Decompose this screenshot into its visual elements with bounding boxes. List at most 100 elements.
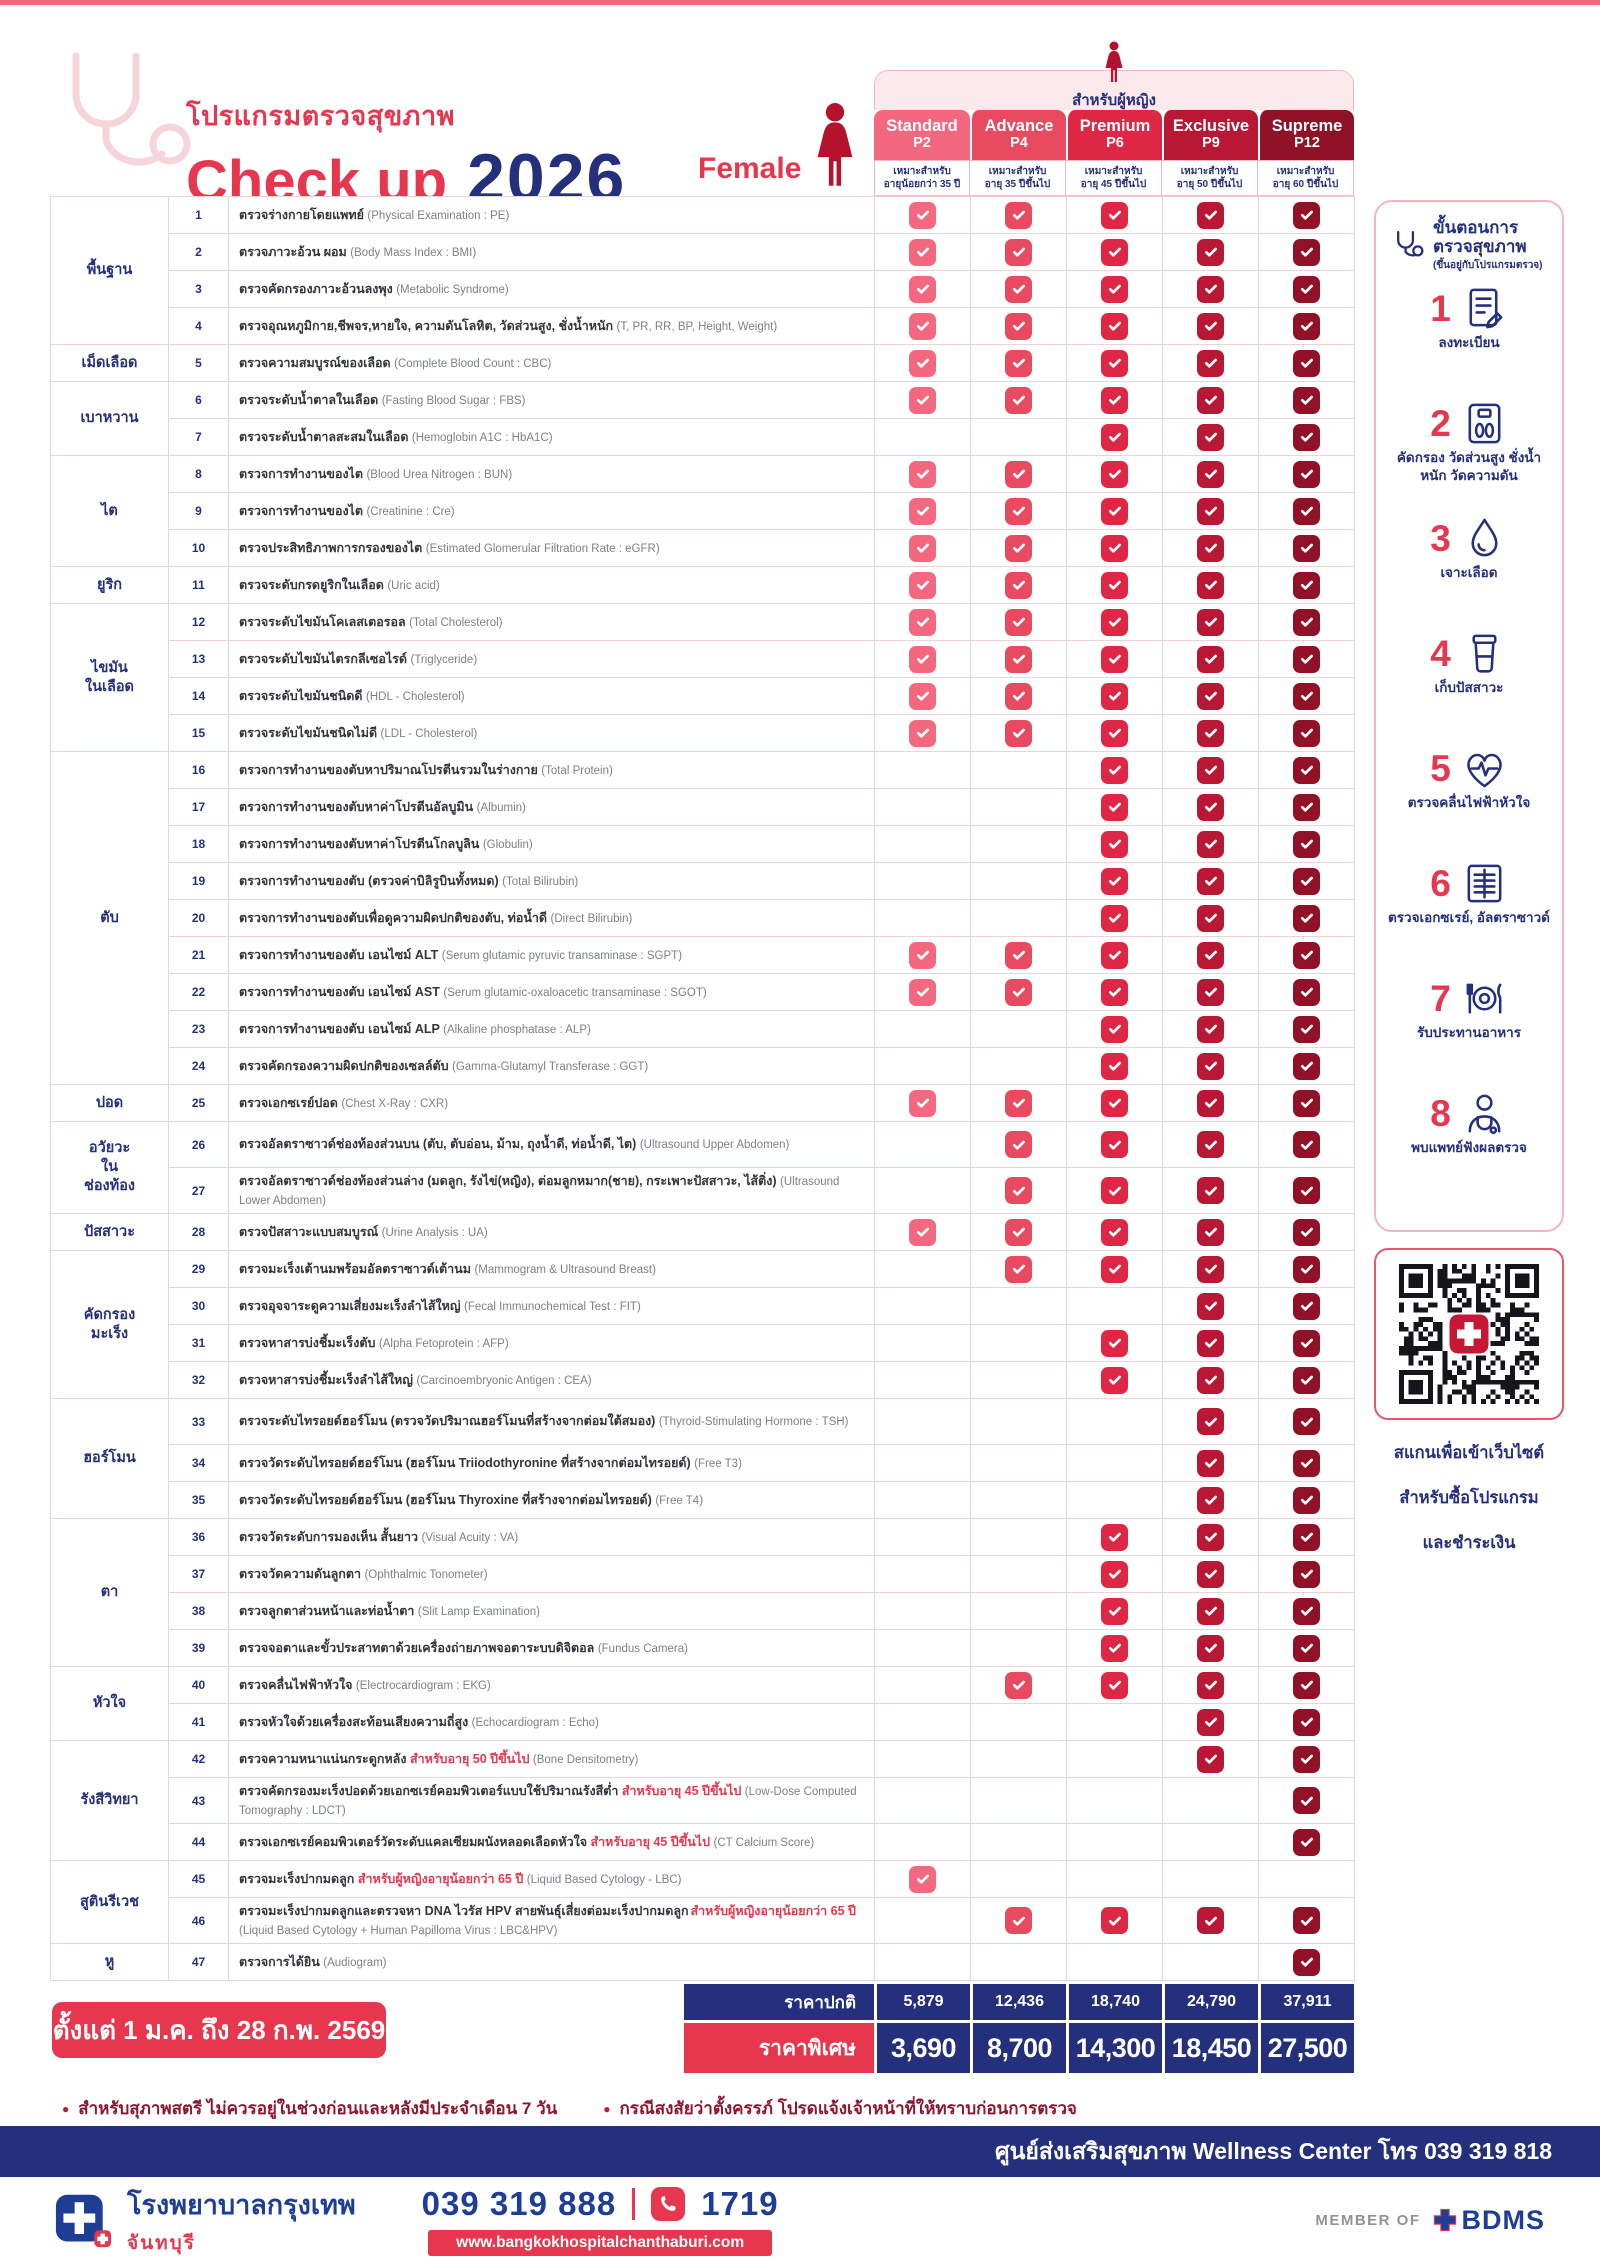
check-cell	[1163, 752, 1259, 789]
test-name-english: (Urine Analysis : UA)	[381, 1226, 488, 1239]
check-cell	[1163, 641, 1259, 678]
check-cell	[1067, 900, 1163, 937]
table-row: หัวใจ 40 ตรวจคลื่นไฟฟ้าหัวใจ (Electrocardi…	[51, 1667, 1355, 1741]
check-cell	[1067, 1667, 1163, 1704]
check-icon	[1293, 1292, 1320, 1320]
top-accent-line	[0, 0, 1600, 5]
test-name-english: (Audiogram)	[323, 1956, 387, 1969]
check-icon	[1197, 571, 1224, 599]
suitability-age: อายุน้อยกว่า 35 ปี	[883, 179, 961, 190]
test-name: ตรวจคัดกรองความผิดปกติของเซลล์ตับ (Gamma…	[229, 1048, 875, 1085]
row-number: 16	[169, 752, 229, 789]
check-icon	[1293, 978, 1320, 1006]
check-icon	[1197, 460, 1224, 488]
check-icon	[1293, 1052, 1320, 1080]
check-icon	[1293, 1089, 1320, 1117]
check-cell	[1163, 1048, 1259, 1085]
check-cell	[1259, 419, 1355, 456]
step-top: 3	[1380, 515, 1558, 562]
check-cell	[1163, 345, 1259, 382]
check-cell	[1259, 826, 1355, 863]
check-icon	[1197, 941, 1224, 969]
check-cell	[875, 456, 971, 493]
check-icon	[1197, 423, 1224, 451]
table-row: 15 ตรวจระดับไขมันชนิดไม่ดี (LDL - Cholest…	[51, 715, 1355, 752]
check-icon	[1005, 1907, 1032, 1934]
check-cell	[1067, 1325, 1163, 1362]
category-cell: อวัยวะ ใน ช่องท้อง	[51, 1122, 169, 1214]
footer-contact-block: 039 319 888 1719 www.bangkokhospitalchan…	[422, 2185, 779, 2256]
test-name: ตรวจระดับกรดยูริกในเลือด (Uric acid)	[229, 567, 875, 604]
check-cell	[875, 1898, 971, 1944]
normal-price-label: ราคาปกติ	[684, 1984, 874, 2020]
step-number: 4	[1430, 632, 1451, 674]
test-name-english: (Alkaline phosphatase : ALP)	[443, 1023, 591, 1036]
check-cell	[1067, 345, 1163, 382]
package-code: P2	[913, 135, 931, 152]
check-cell	[971, 567, 1067, 604]
suitability-label: เหมาะสำหรับ	[1180, 166, 1239, 177]
check-cell	[1067, 382, 1163, 419]
table-row: หู 47 ตรวจการได้ยิน (Audiogram)	[51, 1944, 1355, 1981]
test-name-english: (Slit Lamp Examination)	[417, 1605, 540, 1618]
test-name-thai: ตรวจเอกซเรย์คอมพิวเตอร์วัดระดับแคลเซียมผ…	[239, 1834, 591, 1849]
table-row: 22 ตรวจการทำงานของตับ เอนไซม์ AST (Serum …	[51, 974, 1355, 1011]
check-icon	[1101, 201, 1128, 229]
qr-caption-line: และชำระเงิน	[1422, 1534, 1516, 1552]
check-icon	[1293, 867, 1320, 895]
normal-price-row: ราคาปกติ 5,879 12,436 18,740 24,790 37,911	[50, 1984, 1354, 2020]
step-top: 4	[1380, 630, 1558, 677]
check-cell	[971, 1704, 1067, 1741]
test-name-thai: ตรวจการทำงานของตับหาปริมาณโปรตีนรวมในร่า…	[239, 762, 542, 777]
row-number: 36	[169, 1519, 229, 1556]
step-item: 6 ตรวจเอกซเรย์, อัลตราซาวด์	[1380, 856, 1558, 971]
test-name: ตรวจการทำงานของตับเพื่อดูความผิดปกติของต…	[229, 900, 875, 937]
table-row: 37 ตรวจวัดความดันลูกตา (Ophthalmic Tonome…	[51, 1556, 1355, 1593]
check-cell	[875, 900, 971, 937]
check-cell	[1067, 1556, 1163, 1593]
check-cell	[971, 1288, 1067, 1325]
test-name-english: (Bone Densitometry)	[532, 1753, 639, 1766]
check-icon	[1005, 978, 1032, 1006]
check-cell	[875, 752, 971, 789]
price-cell: 12,436	[970, 1984, 1066, 2020]
check-cell	[875, 567, 971, 604]
bdms-text: BDMS	[1461, 2204, 1545, 2235]
check-cell	[1067, 1704, 1163, 1741]
check-cell	[875, 1824, 971, 1861]
main-content: พื้นฐาน 1 ตรวจร่างกายโดยแพทย์ (Physical Ex…	[50, 196, 1355, 2122]
check-icon	[1197, 1408, 1224, 1435]
test-name-english: (Creatinine : Cre)	[366, 505, 455, 518]
test-name-thai: ตรวจระดับกรดยูริกในเลือด	[239, 577, 388, 592]
test-name-thai: ตรวจเอกซเรย์ปอด	[239, 1095, 342, 1110]
test-name-thai: ตรวจอัลตราซาวด์ช่องท้องส่วนล่าง (มดลูก, …	[239, 1173, 780, 1188]
check-cell	[971, 752, 1067, 789]
table-row: สูตินรีเวช 45 ตรวจมะเร็งปากมดลูก สำหรับผู้…	[51, 1861, 1355, 1944]
package-suitability: เหมาะสำหรับ อายุน้อยกว่า 35 ปี	[874, 160, 970, 196]
check-icon	[1197, 978, 1224, 1006]
test-name: ตรวจการได้ยิน (Audiogram)	[229, 1944, 875, 1981]
check-icon	[1101, 978, 1128, 1006]
check-cell	[1163, 826, 1259, 863]
step-label: เก็บปัสสาวะ	[1434, 680, 1504, 696]
member-of-label: MEMBER OF	[1315, 2211, 1421, 2229]
table-row: 34 ตรวจวัดระดับไทรอยด์ฮอร์โมน (ฮอร์โมน Tr…	[51, 1445, 1355, 1482]
test-name: ตรวจหาสารบ่งชี้มะเร็งลำไส้ใหญ่ (Carcinoe…	[229, 1362, 875, 1399]
steps-subtitle: (ขึ้นอยู่กับโปรแกรมตรวจ)	[1433, 260, 1543, 272]
table-row: 4 ตรวจอุณหภูมิกาย,ชีพจร,หายใจ, ความดันโลห…	[51, 308, 1355, 345]
check-cell	[875, 271, 971, 308]
step-label: ลงทะเบียน	[1438, 335, 1500, 351]
check-cell	[1067, 1741, 1163, 1778]
check-cell	[971, 1399, 1067, 1445]
category-cell: หู	[51, 1944, 169, 1981]
check-cell	[1163, 937, 1259, 974]
doctor-icon	[1461, 1090, 1508, 1137]
price-cell: 5,879	[874, 1984, 970, 2020]
check-icon	[1293, 312, 1320, 340]
check-icon	[909, 719, 936, 747]
test-name-thai: ตรวจคัดกรองความผิดปกติของเซลล์ตับ	[239, 1058, 453, 1073]
check-cell	[875, 1362, 971, 1399]
checkup-table: พื้นฐาน 1 ตรวจร่างกายโดยแพทย์ (Physical Ex…	[50, 196, 1355, 1981]
member-block: MEMBER OF BDMS	[1315, 2205, 1545, 2236]
